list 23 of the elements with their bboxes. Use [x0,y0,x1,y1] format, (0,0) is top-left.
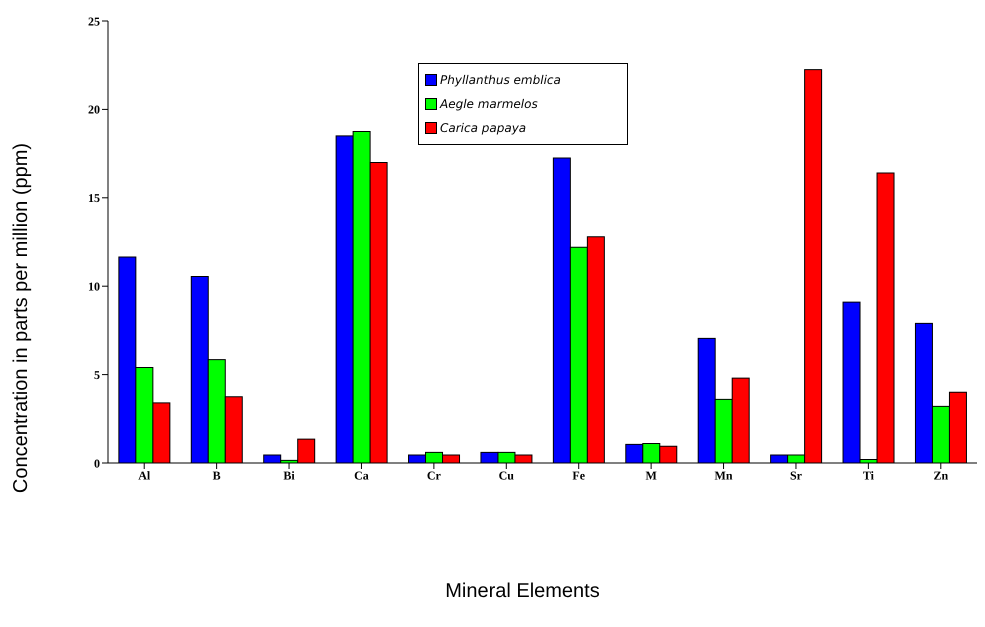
y-axis-title: Concentration in parts per million (ppm) [9,142,33,496]
x-tick-label: Cr [426,468,442,483]
y-tick-label: 0 [94,456,100,470]
y-tick-label: 20 [88,102,100,117]
y-tick-label: 10 [88,279,100,294]
x-tick-label: Bi [283,468,296,483]
legend-label: Aegle marmelos [440,97,538,111]
legend-label: Carica papaya [440,121,526,135]
x-tick-label: Fe [572,468,586,483]
x-tick-label: Ti [862,468,875,483]
x-tick-label: B [212,468,221,483]
x-axis-title: Mineral Elements [444,580,601,603]
x-tick-label: M [645,468,657,483]
y-tick-label: 5 [94,368,100,382]
x-tick-label: Al [138,468,151,483]
x-tick-label: Zn [933,468,948,483]
legend-label: Phyllanthus emblica [440,73,561,87]
x-tick-label: Ca [354,468,369,483]
x-tick-label: Mn [714,468,733,483]
x-tick-label: Sr [790,468,803,483]
y-tick-label: 15 [88,191,100,206]
y-tick-label: 25 [88,14,100,28]
x-tick-label: Cu [498,468,514,483]
